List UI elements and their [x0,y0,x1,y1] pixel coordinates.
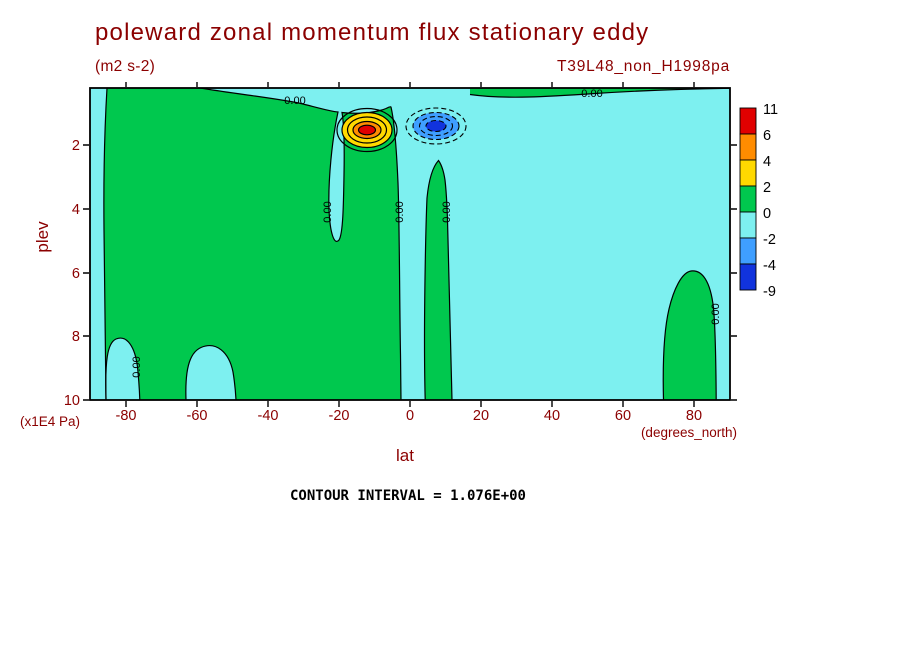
legend-value-label: 4 [763,154,771,170]
plot-area: 0.00 0.00 0.00 0.00 0.00 0.00 0.00 [90,88,730,400]
chart-title: poleward zonal momentum flux stationary … [95,19,649,46]
x-tick-label: 40 [544,408,560,424]
legend-value-label: 11 [763,102,778,118]
legend-value-label: 6 [763,128,771,144]
x-tick-label: -80 [116,408,137,424]
x-tick-label: 0 [406,408,414,424]
zero-line-midsouth-blob [185,345,237,400]
legend-value-label: -9 [763,284,776,300]
legend-value-label: -2 [763,232,776,248]
contour-interval-label: CONTOUR INTERVAL = 1.076E+00 [290,488,526,504]
zero-contour-label: 0.00 [284,95,305,107]
run-label: T39L48_non_H1998pa [557,58,730,75]
fill-negative-midsouth-blob [185,345,236,400]
legend-swatch-orange [739,133,757,161]
negative-core-dark-blue [426,120,446,132]
legend-value-label: 2 [763,180,771,196]
zero-contour-label: 0.00 [394,201,406,222]
x-tick-label: -60 [187,408,208,424]
legend-swatch-dark-blue [739,263,757,291]
y-tick-label: 4 [72,202,80,218]
color-legend: 11 6 4 2 0 -2 -4 -9 [739,102,778,300]
zero-contour-label: 0.00 [710,303,722,324]
x-axis-label: lat [396,446,414,465]
zero-contour-label: 0.00 [581,88,602,100]
legend-swatch-cyan [739,211,757,239]
zero-contour-label: 0.00 [441,201,453,222]
negative-anomaly [405,107,467,145]
fill-positive-north-low-island [663,270,717,400]
legend-value-label: 0 [763,206,771,222]
fill-negative-south-polar-blob [105,338,140,400]
negative-ring-1 [405,107,467,145]
zero-line-green-tongue [423,159,453,400]
legend-swatch-green [739,185,757,213]
zero-contour-label: 0.00 [131,356,143,377]
zero-line-north-island [662,270,717,400]
fill-negative-equator-and-north [391,88,730,400]
x-axis-unit: (degrees_north) [641,425,737,440]
y-tick-label: 6 [72,266,80,282]
positive-ring-3 [346,116,388,144]
y-tick-label: 8 [72,329,80,345]
zero-contour-label: 0.00 [322,201,334,222]
y-axis-unit: (x1E4 Pa) [20,414,80,429]
x-tick-label: -20 [329,408,350,424]
x-tick-label: 80 [686,408,702,424]
legend-swatch-light-blue [739,237,757,265]
plot-frame [89,87,731,401]
legend-value-label: -4 [763,258,776,274]
negative-ring-4 [425,119,447,133]
y-axis-label: plev [33,221,52,253]
y-tick-label: 10 [64,393,80,409]
units-label: (m2 s-2) [95,58,155,75]
positive-core-red [357,124,377,136]
legend-swatch-red [739,107,757,135]
x-tick-label: 20 [473,408,489,424]
x-tick-label: -40 [258,408,279,424]
axis-tick-marks [83,82,737,407]
y-tick-label: 2 [72,138,80,154]
legend-swatch-yellow [739,159,757,187]
zero-line-top-right [469,88,730,98]
y-axis-tick-labels: 2 4 6 8 10 [64,138,80,409]
zero-line-left-strip [103,88,108,400]
x-axis-tick-labels: -80 -60 -40 -20 0 20 40 60 80 [116,408,703,424]
zero-line-south-polar-blob [105,337,141,400]
fill-negative-left-edge-strip [90,88,107,400]
x-tick-label: 60 [615,408,631,424]
positive-anomaly [336,107,398,153]
zero-contour-labels: 0.00 0.00 0.00 0.00 0.00 0.00 0.00 [131,88,722,378]
negative-ring-3 [418,115,454,137]
positive-ring-1 [336,107,398,153]
negative-ring-2 [412,111,460,141]
